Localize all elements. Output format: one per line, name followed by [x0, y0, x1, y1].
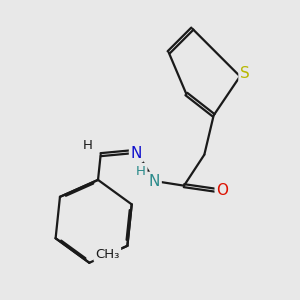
- Text: S: S: [240, 65, 250, 80]
- Text: H: H: [136, 164, 146, 178]
- Text: N: N: [130, 146, 142, 160]
- Text: O: O: [216, 183, 228, 198]
- Text: CH₃: CH₃: [95, 248, 120, 261]
- Text: N: N: [148, 173, 160, 188]
- Text: H: H: [82, 139, 92, 152]
